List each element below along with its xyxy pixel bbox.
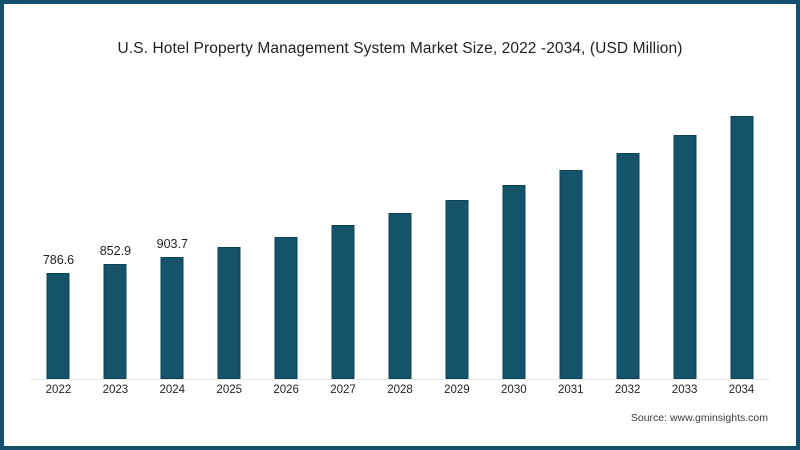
bar-value-label-2024: 903.7 xyxy=(156,237,188,252)
chart-canvas: U.S. Hotel Property Management System Ma… xyxy=(4,4,796,446)
x-tick-2023: 2023 xyxy=(102,384,129,396)
bar-2027[interactable] xyxy=(331,225,355,379)
x-tick-2033: 2033 xyxy=(671,384,698,396)
bar-2022[interactable] xyxy=(46,272,70,379)
bar-value-label-2022: 786.6 xyxy=(42,252,75,267)
bar-2034[interactable] xyxy=(730,115,754,379)
x-tick-2022: 2022 xyxy=(45,384,72,396)
bar-slot xyxy=(372,74,429,379)
x-tick-2026: 2026 xyxy=(273,384,299,396)
bar-slot xyxy=(315,74,372,379)
plot-area: 786.6 852.9 903.7 xyxy=(30,74,770,379)
page-title: U.S. Hotel Property Management System Ma… xyxy=(117,40,683,57)
bar-2025[interactable] xyxy=(217,247,241,379)
x-tick-2028: 2028 xyxy=(387,384,413,396)
x-tick-2027: 2027 xyxy=(330,384,356,396)
bar-value-label-2023: 852.9 xyxy=(99,243,132,258)
bar-slot: 903.7 xyxy=(144,74,201,379)
bar-2026[interactable] xyxy=(274,236,298,379)
bar-slot xyxy=(713,74,770,379)
x-tick-2030: 2030 xyxy=(501,384,527,396)
x-tick-2025: 2025 xyxy=(216,384,243,396)
source-note: Source: www.gminsights.com xyxy=(630,412,768,424)
bar-slot xyxy=(258,74,315,379)
bar-slot xyxy=(599,74,656,379)
bar-2031[interactable] xyxy=(559,169,583,379)
x-axis-line xyxy=(30,379,770,380)
bar-slot: 852.9 xyxy=(87,74,144,379)
x-tick-2032: 2032 xyxy=(614,384,641,396)
bar-slot xyxy=(485,74,542,379)
bar-slot xyxy=(201,74,258,379)
bar-2028[interactable] xyxy=(388,213,412,379)
bar-slot: 786.6 xyxy=(30,74,87,379)
bar-2032[interactable] xyxy=(616,153,640,379)
x-tick-2024: 2024 xyxy=(159,384,186,396)
x-tick-2029: 2029 xyxy=(444,384,470,396)
bar-2030[interactable] xyxy=(502,185,526,379)
bar-slot xyxy=(542,74,599,379)
bar-2023[interactable] xyxy=(103,263,127,379)
x-axis-tick-labels: 2022 2023 2024 2025 2026 2027 2028 2029 2030 2031… xyxy=(30,384,770,406)
bar-2029[interactable] xyxy=(445,199,469,379)
bar-slot xyxy=(428,74,485,379)
x-tick-2031: 2031 xyxy=(557,384,584,396)
x-tick-2034: 2034 xyxy=(728,384,755,396)
bar-slot xyxy=(656,74,713,379)
bar-2024[interactable] xyxy=(160,257,184,379)
bar-2033[interactable] xyxy=(673,135,697,379)
